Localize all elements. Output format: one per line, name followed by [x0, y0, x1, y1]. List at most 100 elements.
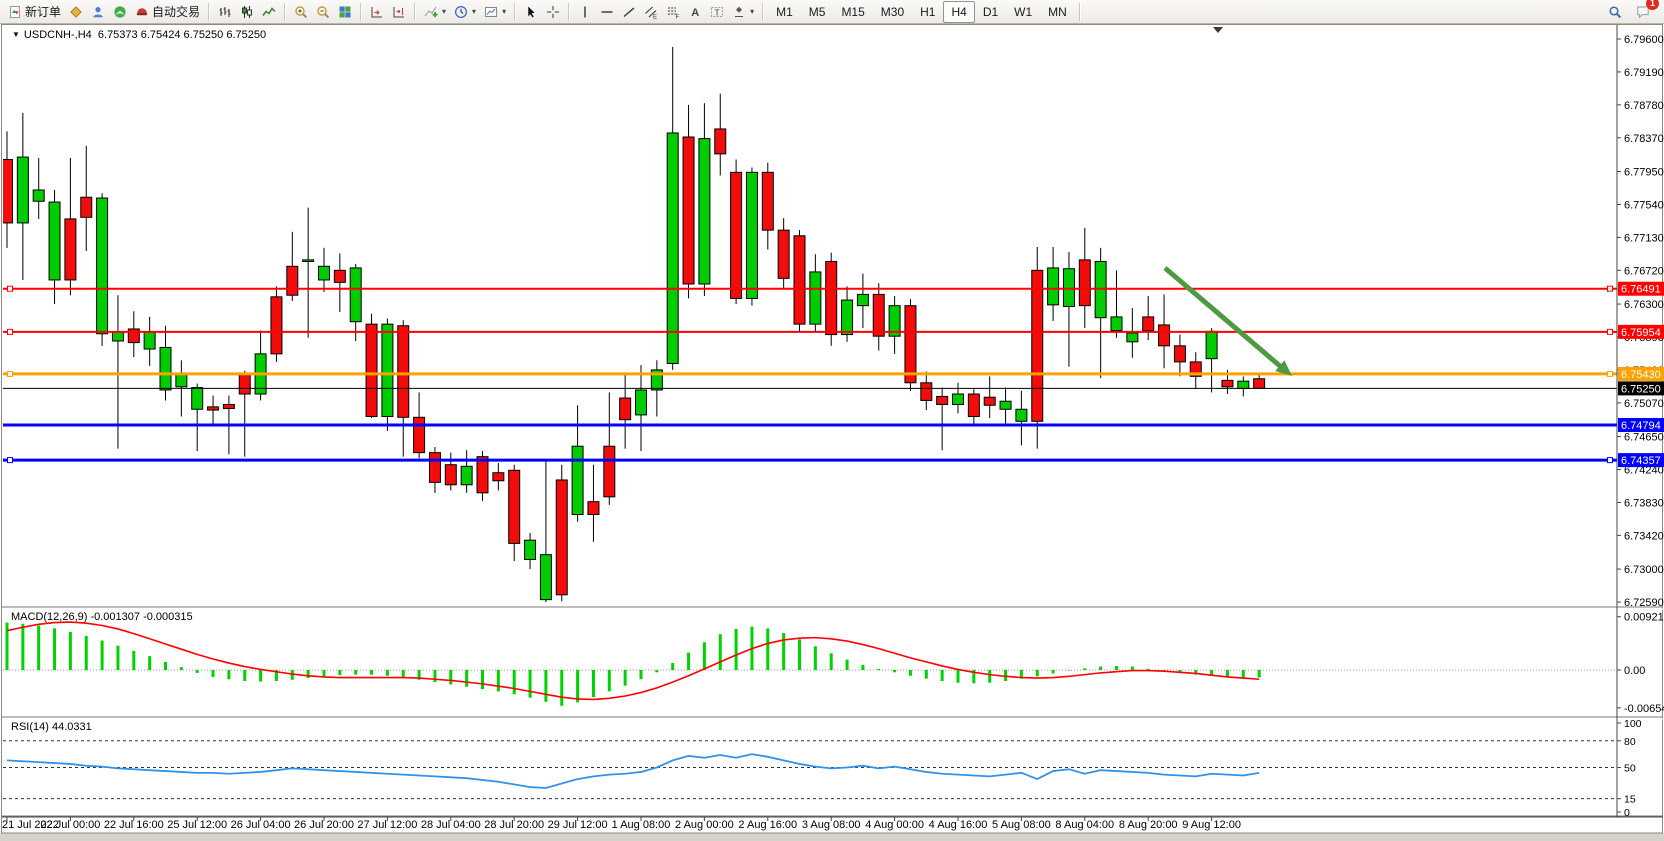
- svg-text:6.75430: 6.75430: [1621, 369, 1661, 381]
- tf-mn-button[interactable]: MN: [1040, 1, 1075, 23]
- signals-icon: [113, 5, 127, 19]
- macd-indicator-label: MACD(12,26,9) -0.001307 -0.000315: [11, 611, 193, 623]
- bar-chart-button[interactable]: [214, 0, 236, 24]
- line-handle[interactable]: [7, 285, 13, 292]
- indicators-button[interactable]: ▾: [420, 0, 450, 24]
- chevron-down-icon: ▾: [750, 7, 755, 16]
- trend-arrow-annotation[interactable]: [1163, 266, 1292, 376]
- svg-text:0: 0: [1624, 807, 1630, 819]
- line-handle[interactable]: [7, 370, 13, 377]
- arrows-button[interactable]: ▾: [728, 0, 758, 24]
- chart-shift-marker[interactable]: [1213, 27, 1223, 33]
- svg-text:4 Aug 16:00: 4 Aug 16:00: [929, 819, 988, 831]
- channel-icon: E: [644, 5, 658, 19]
- chevron-down-icon: ▾: [502, 7, 507, 16]
- tf-h1-button[interactable]: H1: [912, 1, 943, 23]
- tf-w1-label: W1: [1014, 4, 1033, 19]
- price-tick-label: 6.72590: [1624, 597, 1664, 609]
- candlestick-chart-button[interactable]: [236, 0, 258, 24]
- chart-shift-icon: [392, 5, 406, 19]
- price-tick-label: 6.74240: [1624, 465, 1664, 477]
- svg-text:6.76491: 6.76491: [1621, 284, 1661, 296]
- zoom-out-button[interactable]: [312, 0, 334, 24]
- text-button[interactable]: A: [684, 0, 706, 24]
- price-tick-label: 6.73420: [1624, 530, 1664, 542]
- svg-text:21 Jul 2022: 21 Jul 2022: [2, 819, 59, 831]
- trend-line-button[interactable]: [618, 0, 640, 24]
- price-tick-label: 6.79190: [1624, 67, 1664, 79]
- svg-text:100: 100: [1624, 718, 1642, 730]
- svg-text:8 Aug 20:00: 8 Aug 20:00: [1119, 819, 1178, 831]
- line-chart-button[interactable]: [258, 0, 280, 24]
- chart-ohlc-values: 6.75373 6.75424 6.75250 6.75250: [97, 29, 267, 41]
- templates-button[interactable]: ▾: [480, 0, 510, 24]
- text-label-button[interactable]: T: [706, 0, 728, 24]
- tf-d1-label: D1: [982, 4, 999, 19]
- toolbar: 新订单 自动交易 ▾ ▾ ▾ E F A T ▾ M1 M5 M15 M30 H1 H4 D1 W1 MN 1: [0, 0, 1664, 24]
- toolbar-separator: [284, 2, 287, 21]
- search-button[interactable]: [1604, 0, 1626, 24]
- svg-text:4 Aug 00:00: 4 Aug 00:00: [865, 819, 924, 831]
- indicators-icon: [424, 5, 438, 19]
- candlestick-icon: [240, 5, 254, 19]
- community-button[interactable]: [87, 0, 109, 24]
- toolbar-group-6: E F A T ▾: [574, 1, 758, 23]
- auto-scroll-button[interactable]: [366, 0, 388, 24]
- toolbar-group-5: [520, 1, 564, 23]
- line-handle[interactable]: [1607, 370, 1613, 377]
- tile-windows-button[interactable]: [334, 0, 356, 24]
- new-order-button[interactable]: 新订单: [4, 0, 65, 24]
- new-order-label: 新订单: [25, 5, 62, 19]
- search-icon: [1608, 5, 1622, 19]
- chat-button[interactable]: 1: [1632, 0, 1659, 24]
- periods-button[interactable]: ▾: [450, 0, 480, 24]
- metaeditor-button[interactable]: [65, 0, 87, 24]
- tf-m1-button[interactable]: M1: [768, 1, 801, 23]
- vertical-line-button[interactable]: [574, 0, 596, 24]
- svg-text:29 Jul 12:00: 29 Jul 12:00: [548, 819, 608, 831]
- autotrading-button[interactable]: 自动交易: [131, 0, 204, 24]
- line-chart-icon: [262, 5, 276, 19]
- line-handle[interactable]: [1607, 328, 1613, 335]
- periods-icon: [454, 5, 468, 19]
- chart-shift-button[interactable]: [388, 0, 410, 24]
- svg-text:T: T: [715, 8, 720, 17]
- price-badge: 6.76491: [1618, 281, 1664, 296]
- tf-d1-button[interactable]: D1: [975, 1, 1006, 23]
- rsi-indicator-label: RSI(14) 44.0331: [11, 721, 92, 733]
- svg-text:5 Aug 08:00: 5 Aug 08:00: [992, 819, 1051, 831]
- one-click-trading-icon[interactable]: ▼: [12, 30, 20, 39]
- equidistant-channel-button[interactable]: E: [640, 0, 662, 24]
- trend-line-icon: [622, 5, 636, 19]
- line-handle[interactable]: [7, 457, 13, 464]
- cursor-button[interactable]: [520, 0, 542, 24]
- horizontal-line-button[interactable]: [596, 0, 618, 24]
- toolbar-group-2: [290, 1, 356, 23]
- auto-scroll-icon: [370, 5, 384, 19]
- label-icon: T: [710, 5, 724, 19]
- signals-button[interactable]: [109, 0, 131, 24]
- svg-text:22 Jul 00:00: 22 Jul 00:00: [40, 819, 100, 831]
- svg-text:A: A: [691, 7, 699, 19]
- fibonacci-button[interactable]: F: [662, 0, 684, 24]
- price-badge: 6.74794: [1618, 418, 1664, 433]
- community-icon: [91, 5, 105, 19]
- zoom-in-button[interactable]: [290, 0, 312, 24]
- tf-h4-button[interactable]: H4: [943, 0, 975, 23]
- svg-text:E: E: [653, 14, 657, 19]
- tf-w1-button[interactable]: W1: [1006, 1, 1040, 23]
- tile-windows-icon: [338, 5, 352, 19]
- tf-m30-button[interactable]: M30: [873, 1, 912, 23]
- price-tick-label: 6.73830: [1624, 497, 1664, 509]
- tf-m15-button[interactable]: M15: [833, 1, 872, 23]
- svg-text:6.75954: 6.75954: [1621, 327, 1661, 339]
- crosshair-button[interactable]: [542, 0, 564, 24]
- line-handle[interactable]: [7, 328, 13, 335]
- line-handle[interactable]: [1607, 457, 1613, 464]
- price-tick-label: 6.77130: [1624, 232, 1664, 244]
- price-badge: 6.75250: [1618, 381, 1664, 396]
- tf-m5-button[interactable]: M5: [801, 1, 834, 23]
- line-handle[interactable]: [1607, 285, 1613, 292]
- toolbar-separator: [1078, 2, 1081, 21]
